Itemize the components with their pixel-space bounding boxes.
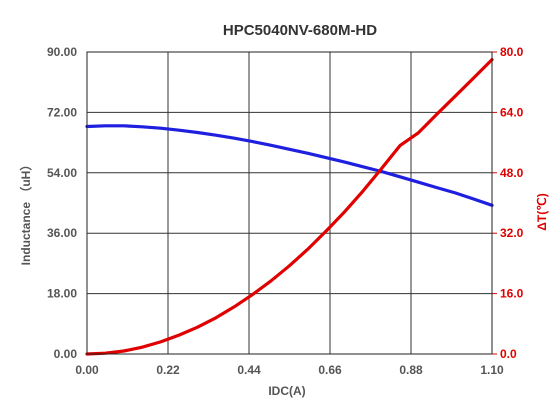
y-left-tick-label: 0.00 <box>54 347 78 361</box>
y-left-tick-label: 54.00 <box>47 166 77 180</box>
inductance-line <box>85 124 494 207</box>
x-tick-label: 0.00 <box>75 363 99 377</box>
y-right-tick-label: 64.0 <box>500 105 524 119</box>
y-right-tick-label: 32.0 <box>500 226 524 240</box>
y-right-tick-label: 0.0 <box>500 347 517 361</box>
plot-frame <box>86 51 493 355</box>
y-right-tick-label: 48.0 <box>500 166 524 180</box>
y-left-tick-label: 36.00 <box>47 226 77 240</box>
temperature-rise-line <box>85 57 494 356</box>
x-tick-label: 1.10 <box>480 363 504 377</box>
y-axis-label-right: ΔT(℃) <box>535 193 549 230</box>
y-axis-label-left: Inductance （uH） <box>18 159 33 266</box>
y-right-tick-label: 80.0 <box>500 45 524 59</box>
y-right-tick-label: 16.0 <box>500 287 524 301</box>
tick-labels: 0.00 0.22 0.44 0.66 0.88 1.10 0.00 18.00 36.00 54… <box>47 45 524 377</box>
x-tick-label: 0.44 <box>237 363 261 377</box>
series-lines <box>85 57 494 356</box>
grid-lines <box>86 51 493 355</box>
y-left-tick-label: 72.00 <box>47 105 77 119</box>
chart-title: HPC5040NV-680M-HD <box>223 22 377 39</box>
x-tick-label: 0.22 <box>156 363 180 377</box>
y-left-tick-label: 90.00 <box>47 45 77 59</box>
x-tick-label: 0.66 <box>318 363 342 377</box>
y-left-tick-label: 18.00 <box>47 287 77 301</box>
x-tick-label: 0.88 <box>399 363 423 377</box>
x-axis-label: IDC(A) <box>268 384 305 398</box>
